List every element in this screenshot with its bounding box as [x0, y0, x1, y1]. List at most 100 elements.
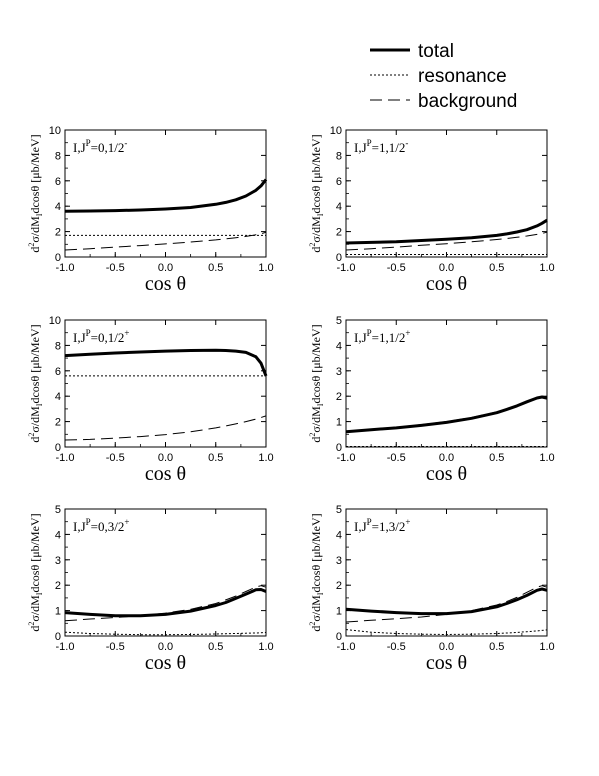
y-tick-label: 1: [55, 606, 61, 618]
y-axis-label: d²σ/dM_I dcosθ [μb/MeV]d2σ/dMIdcosθ [μb/…: [308, 324, 325, 442]
x-axis-label: cos θ: [145, 652, 186, 674]
x-tick-label: 0.5: [208, 262, 223, 274]
y-tick-label: 0: [55, 252, 61, 264]
y-axis-label: d²σ/dM_I dcosθ [μb/MeV]d2σ/dMIdcosθ [μb/…: [27, 324, 44, 442]
x-tick-label: -1.0: [337, 262, 356, 274]
y-axis-label: d²σ/dM_I dcosθ [μb/MeV]d2σ/dMIdcosθ [μb/…: [308, 134, 325, 252]
chart-panel-3: -1.0 -0.5 0.0 0.5 1.0 0 2 4 6 8 10 cos θ d²σ/dM_I dc…: [27, 315, 274, 485]
x-tick-label: -1.0: [56, 452, 75, 464]
y-tick-label: 5: [336, 504, 342, 516]
chart-panel-1: -1.0 -0.5 0.0 0.5 1.0 0 2 4 6 8 10 cos θ d²σ/dM_I dc…: [27, 125, 274, 295]
panel-label: I,JP=0,3/2+: [73, 517, 129, 534]
x-tick-label: 0.5: [489, 262, 504, 274]
y-tick-label: 3: [55, 555, 61, 567]
x-tick-label: 0.0: [439, 262, 454, 274]
y-tick-label: 2: [336, 391, 342, 403]
y-tick-label: 5: [336, 315, 342, 327]
y-tick-label: 1: [336, 606, 342, 618]
x-axis-label: cos θ: [426, 652, 467, 674]
x-tick-label: 0.0: [439, 452, 454, 464]
y-tick-label: 8: [55, 340, 61, 352]
y-axis-label: d²σ/dM_I dcosθ [μb/MeV]d2σ/dMIdcosθ [μb/…: [27, 513, 44, 631]
series-line-background: [64, 585, 267, 622]
x-tick-label: -0.5: [387, 641, 406, 653]
x-tick-label: 0.0: [158, 641, 173, 653]
x-axis-label: cos θ: [426, 273, 467, 295]
y-tick-label: 0: [336, 631, 342, 643]
x-tick-label: -1.0: [337, 641, 356, 653]
series-line-background: [345, 231, 548, 251]
y-tick-label: 4: [55, 201, 61, 213]
y-tick-label: 10: [49, 125, 61, 137]
chart-panel-6: -1.0 -0.5 0.0 0.5 1.0 0 1 2 3 4 5 cos θ d²σ/dM_I dco…: [308, 504, 555, 674]
x-tick-label: 1.0: [258, 262, 273, 274]
x-tick-label: -1.0: [337, 452, 356, 464]
chart-panel-5: -1.0 -0.5 0.0 0.5 1.0 0 1 2 3 4 5 cos θ d²σ/dM_I dco…: [27, 504, 274, 674]
y-tick-label: 0: [336, 252, 342, 264]
x-tick-label: 0.0: [158, 452, 173, 464]
x-tick-label: -0.5: [106, 452, 125, 464]
chart-panel-4: -1.0 -0.5 0.0 0.5 1.0 0 1 2 3 4 5 cos θ d²σ/dM_I dco…: [308, 315, 555, 485]
series-line-background: [345, 585, 548, 623]
legend-label-background: background: [418, 91, 517, 112]
x-tick-label: -0.5: [387, 262, 406, 274]
x-tick-label: 1.0: [258, 452, 273, 464]
x-tick-label: 0.5: [208, 452, 223, 464]
y-tick-label: 0: [336, 442, 342, 454]
x-axis-label: cos θ: [145, 463, 186, 485]
y-tick-label: 6: [336, 176, 342, 188]
y-tick-label: 2: [336, 227, 342, 239]
panel-label: I,JP=1,1/2-: [354, 138, 408, 155]
series-line-total: [64, 348, 268, 377]
x-tick-label: -1.0: [56, 262, 75, 274]
x-tick-label: -0.5: [106, 262, 125, 274]
legend-label-resonance: resonance: [418, 66, 507, 87]
y-tick-label: 4: [336, 201, 342, 213]
x-tick-label: -1.0: [56, 641, 75, 653]
y-tick-label: 2: [336, 580, 342, 592]
x-tick-label: 1.0: [258, 641, 273, 653]
x-tick-label: 0.5: [489, 452, 504, 464]
y-tick-label: 0: [55, 442, 61, 454]
series-line-total: [64, 588, 267, 618]
x-axis-label: cos θ: [426, 463, 467, 485]
y-tick-label: 4: [336, 529, 342, 541]
y-tick-label: 5: [55, 504, 61, 516]
panel-label: I,JP=0,1/2-: [73, 138, 127, 155]
series-line-total: [345, 587, 548, 616]
legend: total resonance background: [370, 41, 517, 112]
y-axis-label: d²σ/dM_I dcosθ [μb/MeV]d2σ/dMIdcosθ [μb/…: [308, 513, 325, 631]
y-tick-label: 4: [55, 391, 61, 403]
x-axis-label: cos θ: [145, 273, 186, 295]
y-tick-label: 2: [55, 417, 61, 429]
y-tick-label: 1: [336, 417, 342, 429]
y-tick-label: 4: [55, 529, 61, 541]
y-tick-label: 6: [55, 176, 61, 188]
x-tick-label: 0.0: [439, 641, 454, 653]
y-tick-label: 3: [336, 366, 342, 378]
chart-panel-2: -1.0 -0.5 0.0 0.5 1.0 0 2 4 6 8 10 cos θ d²σ/dM_I dc…: [308, 125, 555, 295]
y-tick-label: 10: [49, 315, 61, 327]
x-tick-label: 1.0: [539, 641, 554, 653]
y-tick-label: 0: [55, 631, 61, 643]
y-tick-label: 8: [55, 150, 61, 162]
panel-label: I,JP=1,3/2+: [354, 517, 410, 534]
y-tick-label: 2: [55, 227, 61, 239]
series-line-background: [64, 231, 267, 251]
series-line-background: [345, 396, 548, 432]
panel-label: I,JP=1,1/2+: [354, 328, 410, 345]
series-line-total: [64, 178, 268, 213]
y-tick-label: 4: [336, 340, 342, 352]
y-tick-label: 2: [55, 580, 61, 592]
x-tick-label: 1.0: [539, 452, 554, 464]
x-tick-label: -0.5: [387, 452, 406, 464]
y-tick-label: 6: [55, 366, 61, 378]
series-line-total: [345, 395, 548, 434]
legend-label-total: total: [418, 41, 454, 62]
x-tick-label: 0.0: [158, 262, 173, 274]
x-tick-label: -0.5: [106, 641, 125, 653]
y-tick-label: 10: [330, 125, 342, 137]
x-tick-label: 0.5: [208, 641, 223, 653]
